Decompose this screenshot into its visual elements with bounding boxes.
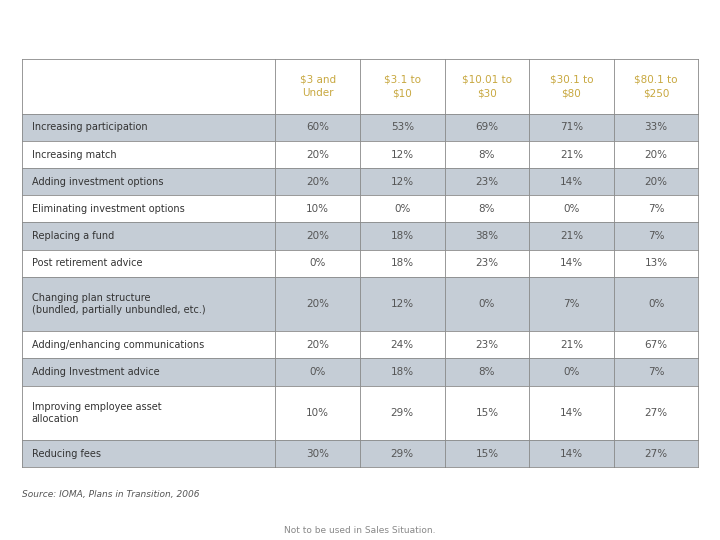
Text: 30%: 30%	[306, 449, 329, 458]
Text: 0%: 0%	[563, 367, 580, 377]
Text: 69%: 69%	[475, 123, 498, 132]
Text: 14%: 14%	[560, 449, 583, 458]
Text: 15%: 15%	[475, 408, 498, 418]
Text: Not to be used in Sales Situation.: Not to be used in Sales Situation.	[284, 526, 436, 535]
Text: $30.1 to
$80: $30.1 to $80	[550, 75, 593, 98]
Text: 7%: 7%	[563, 299, 580, 309]
Text: 7%: 7%	[648, 231, 665, 241]
Text: 8%: 8%	[479, 204, 495, 214]
Text: 20%: 20%	[306, 340, 329, 350]
Text: 0%: 0%	[310, 258, 326, 268]
Text: 53%: 53%	[391, 123, 414, 132]
Text: 21%: 21%	[560, 231, 583, 241]
Text: 10%: 10%	[306, 204, 329, 214]
Text: 7%: 7%	[648, 204, 665, 214]
Text: 33%: 33%	[644, 123, 667, 132]
Text: 0%: 0%	[479, 299, 495, 309]
Text: by Total Plan Assets ($ million): by Total Plan Assets ($ million)	[153, 78, 567, 103]
Text: Adding/enhancing communications: Adding/enhancing communications	[32, 340, 204, 350]
Text: 0%: 0%	[310, 367, 326, 377]
Text: 10%: 10%	[306, 408, 329, 418]
Text: 60%: 60%	[306, 123, 329, 132]
Text: 13%: 13%	[644, 258, 667, 268]
Text: 20%: 20%	[306, 150, 329, 159]
Text: Eliminating investment options: Eliminating investment options	[32, 204, 184, 214]
Text: 12%: 12%	[391, 299, 414, 309]
Text: 21%: 21%	[560, 150, 583, 159]
Text: Changing plan structure
(bundled, partially unbundled, etc.): Changing plan structure (bundled, partia…	[32, 293, 205, 315]
Text: 29%: 29%	[391, 449, 414, 458]
Text: $80.1 to
$250: $80.1 to $250	[634, 75, 678, 98]
Text: $10.01 to
$30: $10.01 to $30	[462, 75, 512, 98]
Text: 0%: 0%	[394, 204, 410, 214]
Text: Source: IOMA, Plans in Transition, 2006: Source: IOMA, Plans in Transition, 2006	[22, 490, 199, 498]
Text: $3.1 to
$10: $3.1 to $10	[384, 75, 420, 98]
Text: 71%: 71%	[560, 123, 583, 132]
Text: Replacing a fund: Replacing a fund	[32, 231, 114, 241]
Text: 27%: 27%	[644, 449, 667, 458]
Text: Increasing match: Increasing match	[32, 150, 117, 159]
Text: 38%: 38%	[475, 231, 498, 241]
Text: Improving employee asset
allocation: Improving employee asset allocation	[32, 402, 161, 424]
Text: 24%: 24%	[391, 340, 414, 350]
Text: 27%: 27%	[644, 408, 667, 418]
Text: 18%: 18%	[391, 258, 414, 268]
Text: 20%: 20%	[644, 177, 667, 187]
Text: 14%: 14%	[560, 408, 583, 418]
Text: 8%: 8%	[479, 150, 495, 159]
Text: 67%: 67%	[644, 340, 667, 350]
Text: Adding investment options: Adding investment options	[32, 177, 163, 187]
Text: Post retirement advice: Post retirement advice	[32, 258, 143, 268]
Text: Adding Investment advice: Adding Investment advice	[32, 367, 159, 377]
Text: 23%: 23%	[475, 340, 498, 350]
Text: 18%: 18%	[391, 231, 414, 241]
Text: 23%: 23%	[475, 177, 498, 187]
Text: 7%: 7%	[648, 367, 665, 377]
Text: 20%: 20%	[306, 177, 329, 187]
Text: 14%: 14%	[560, 258, 583, 268]
Text: 20%: 20%	[644, 150, 667, 159]
Text: 0%: 0%	[648, 299, 665, 309]
Text: 18%: 18%	[391, 367, 414, 377]
Text: 12%: 12%	[391, 177, 414, 187]
Text: Increasing participation: Increasing participation	[32, 123, 148, 132]
Text: 20%: 20%	[306, 299, 329, 309]
Text: 8%: 8%	[479, 367, 495, 377]
Text: Reducing fees: Reducing fees	[32, 449, 101, 458]
Text: 15%: 15%	[475, 449, 498, 458]
Text: 23%: 23%	[475, 258, 498, 268]
Text: 20%: 20%	[306, 231, 329, 241]
Text: 21%: 21%	[560, 340, 583, 350]
Text: Most Important Changes to Plan in Coming Year: Most Important Changes to Plan in Coming…	[40, 39, 680, 63]
Text: 14%: 14%	[560, 177, 583, 187]
Text: 29%: 29%	[391, 408, 414, 418]
Text: 0%: 0%	[563, 204, 580, 214]
Text: $3 and
Under: $3 and Under	[300, 75, 336, 98]
Text: 12%: 12%	[391, 150, 414, 159]
